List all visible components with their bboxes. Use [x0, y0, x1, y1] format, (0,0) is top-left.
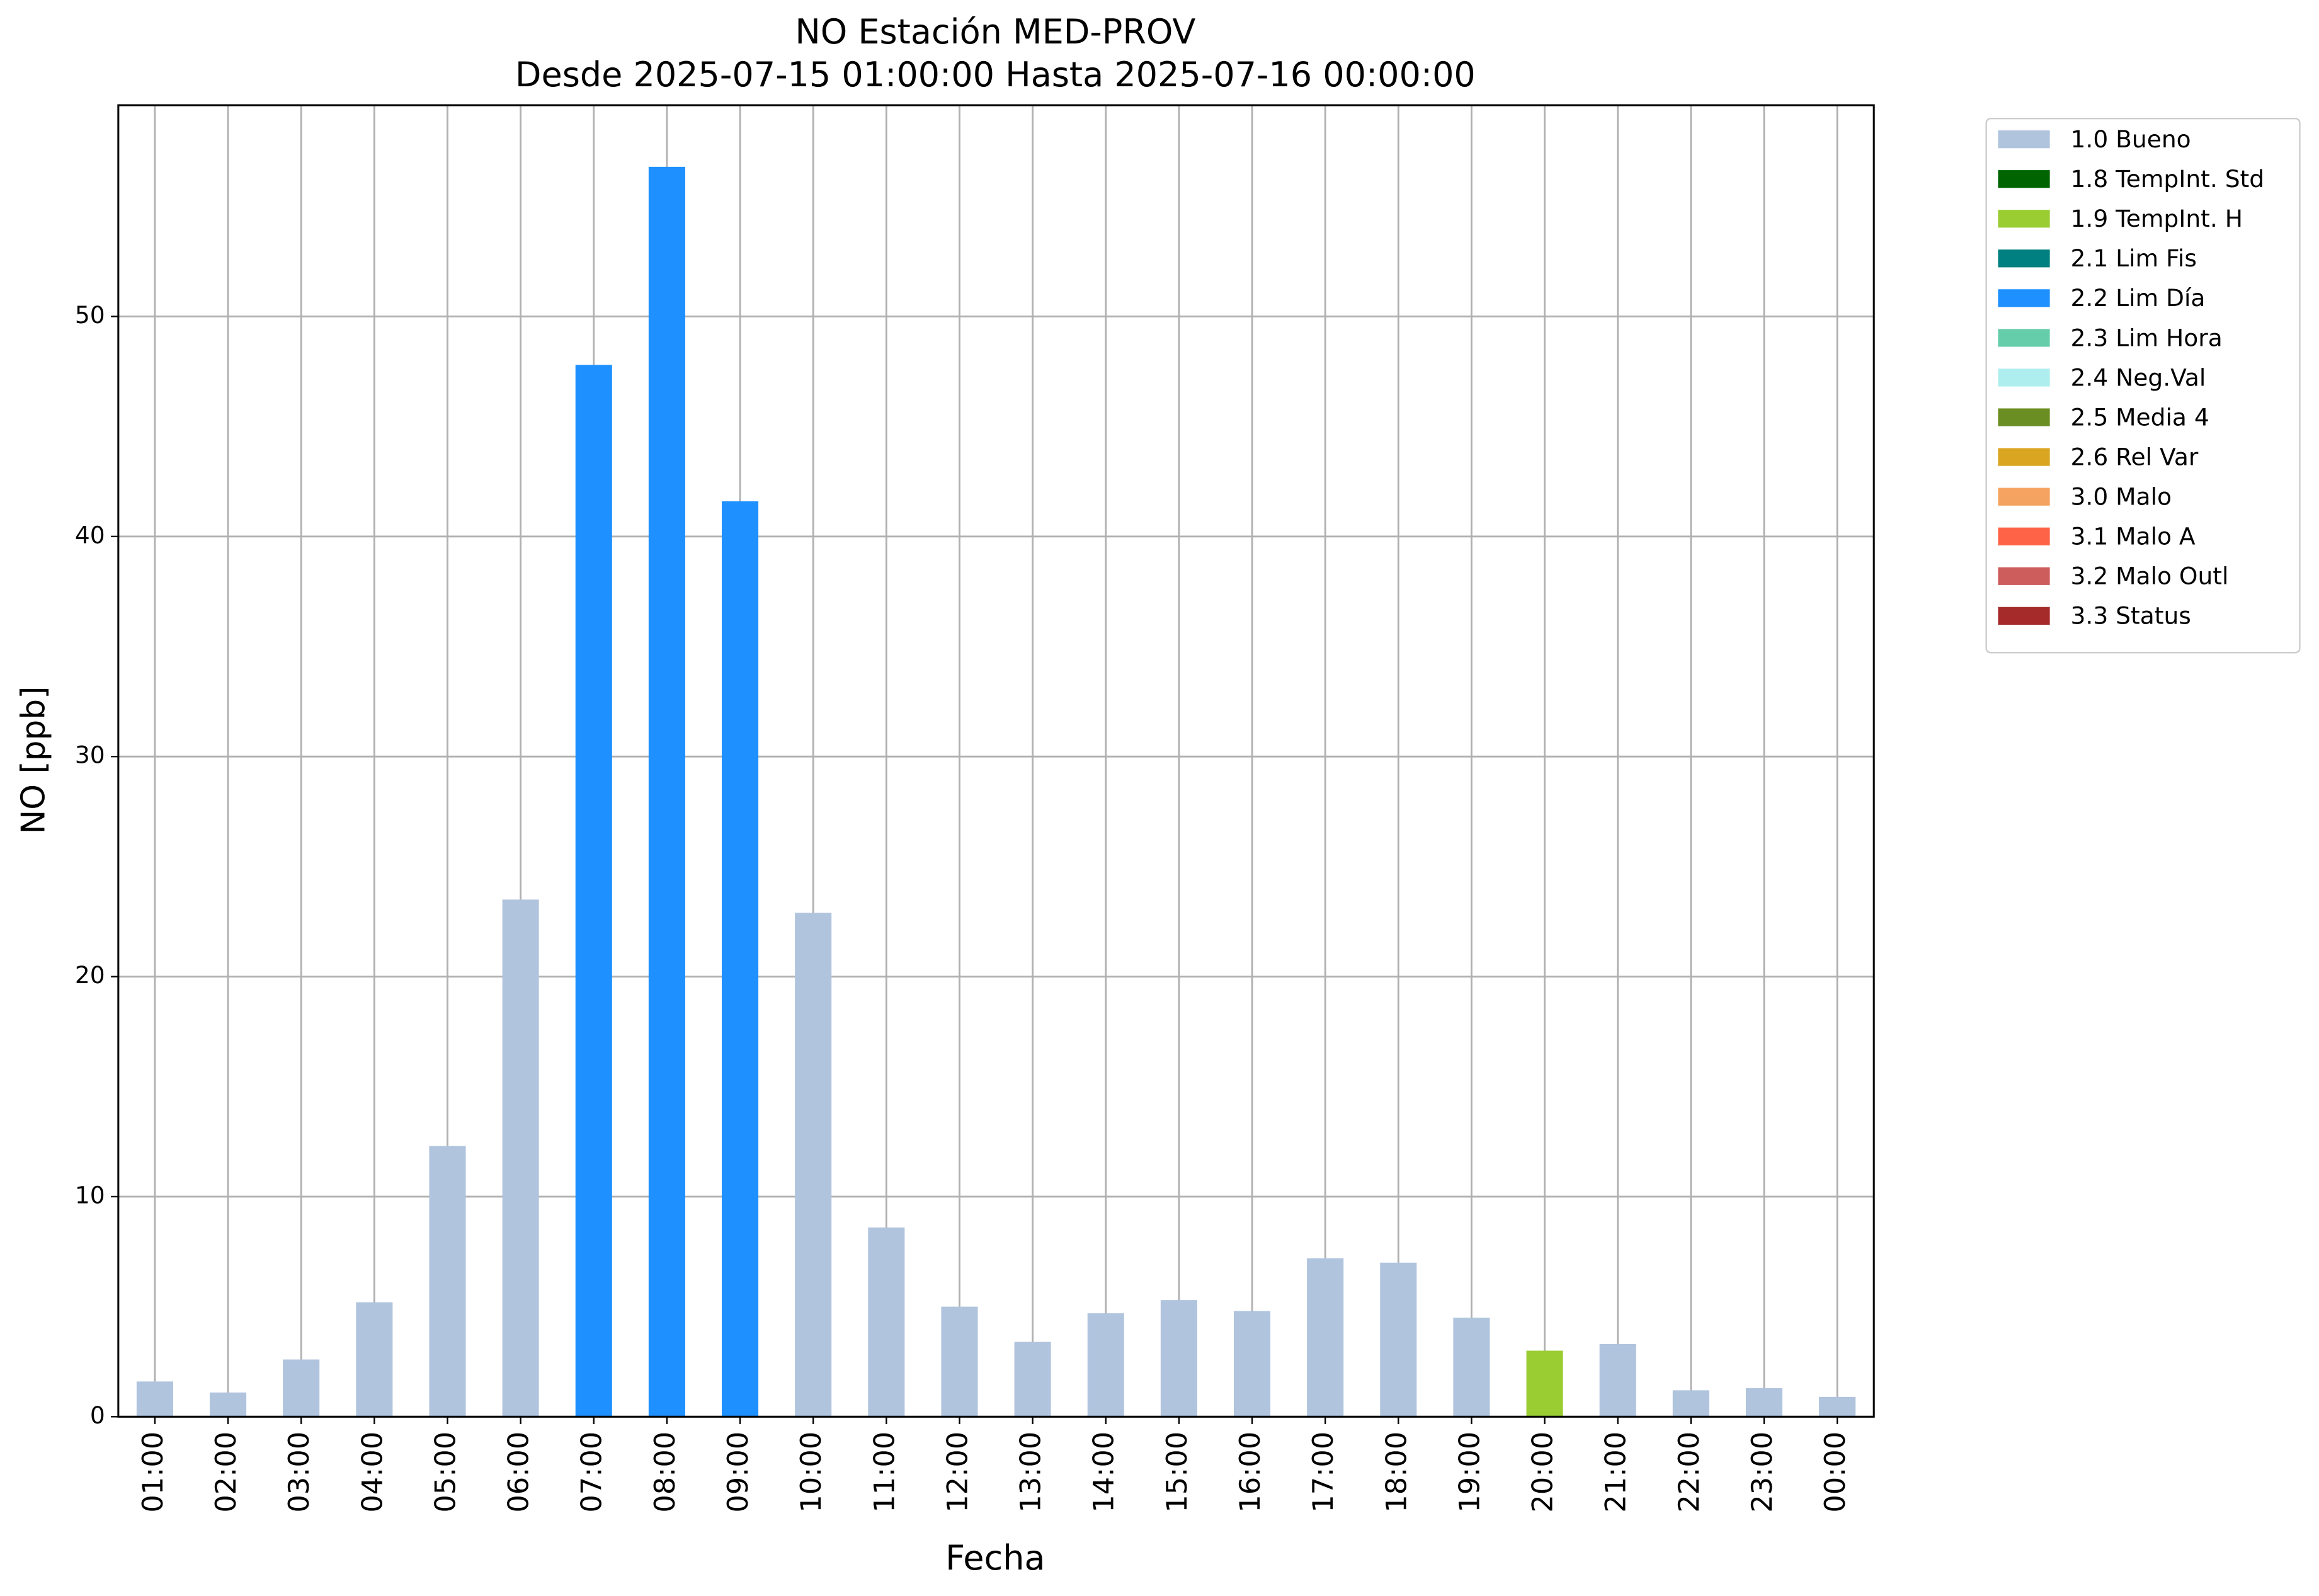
legend-swatch	[1998, 249, 2050, 268]
bar	[795, 913, 832, 1417]
bar	[210, 1392, 247, 1417]
bar	[1380, 1262, 1417, 1417]
legend-label: 2.6 Rel Var	[2071, 443, 2199, 470]
bar	[429, 1146, 466, 1417]
bar	[648, 166, 685, 1417]
x-tick-label: 02:00	[210, 1432, 242, 1513]
legend-label: 1.8 TempInt. Std	[2071, 165, 2265, 193]
bar	[1307, 1258, 1344, 1417]
legend-swatch	[1998, 210, 2050, 228]
bar	[283, 1359, 320, 1417]
x-tick-label: 12:00	[941, 1432, 974, 1513]
x-tick-label: 20:00	[1527, 1432, 1559, 1513]
bar	[356, 1302, 393, 1417]
legend-label: 2.2 Lim Día	[2071, 284, 2206, 312]
legend-swatch	[1998, 607, 2050, 625]
x-tick-label: 14:00	[1088, 1432, 1120, 1513]
legend-label: 2.1 Lim Fis	[2071, 244, 2197, 272]
bar	[1526, 1350, 1563, 1417]
bar	[1160, 1300, 1197, 1417]
bar	[722, 501, 759, 1417]
x-tick-label: 16:00	[1234, 1432, 1267, 1513]
legend-label: 3.3 Status	[2071, 602, 2191, 630]
legend-label: 3.0 Malo	[2071, 482, 2172, 510]
x-tick-label: 19:00	[1453, 1432, 1486, 1513]
x-tick-label: 11:00	[868, 1432, 901, 1513]
x-tick-label: 01:00	[137, 1432, 169, 1513]
x-tick-label: 09:00	[722, 1432, 755, 1513]
legend-swatch	[1998, 368, 2050, 387]
legend-swatch	[1998, 170, 2050, 188]
bar	[1599, 1344, 1636, 1417]
chart-subtitle: Desde 2025-07-15 01:00:00 Hasta 2025-07-…	[515, 55, 1476, 94]
legend-swatch	[1998, 487, 2050, 506]
legend-box	[1985, 118, 2301, 654]
legend-label: 1.9 TempInt. H	[2071, 205, 2243, 232]
bar	[1672, 1390, 1709, 1417]
x-tick-label: 05:00	[430, 1432, 462, 1513]
legend-swatch	[1998, 130, 2050, 149]
x-tick-label: 22:00	[1673, 1432, 1706, 1513]
legend-label: 3.1 Malo A	[2071, 523, 2196, 550]
x-tick-label: 06:00	[503, 1432, 535, 1513]
y-tick-label: 30	[75, 741, 105, 769]
y-tick-label: 0	[90, 1401, 105, 1429]
x-tick-label: 15:00	[1161, 1432, 1194, 1513]
legend-label: 1.0 Bueno	[2071, 125, 2191, 153]
x-tick-label: 10:00	[795, 1432, 828, 1513]
chart-title: NO Estación MED-PROV	[795, 12, 1195, 52]
bar	[1233, 1311, 1271, 1417]
x-tick-label: 03:00	[283, 1432, 316, 1513]
legend-swatch	[1998, 527, 2050, 545]
bar	[136, 1381, 173, 1417]
legend-label: 2.4 Neg.Val	[2071, 363, 2206, 391]
bar	[868, 1227, 905, 1417]
y-tick-label: 50	[75, 301, 105, 329]
legend-swatch	[1998, 289, 2050, 307]
x-tick-label: 13:00	[1015, 1432, 1047, 1513]
legend-swatch	[1998, 567, 2050, 585]
legend-label: 2.5 Media 4	[2071, 403, 2209, 431]
bar	[1014, 1342, 1051, 1417]
bar	[575, 365, 612, 1417]
y-tick-label: 20	[75, 961, 105, 989]
legend-label: 2.3 Lim Hora	[2071, 324, 2223, 351]
y-tick-label: 40	[75, 521, 105, 549]
bar	[1745, 1388, 1783, 1417]
bar	[502, 899, 539, 1417]
legend-swatch	[1998, 329, 2050, 347]
x-axis-label: Fecha	[945, 1538, 1045, 1578]
y-axis-label: NO [ppb]	[14, 687, 52, 835]
x-tick-label: 04:00	[356, 1432, 389, 1513]
x-tick-label: 23:00	[1746, 1432, 1779, 1513]
x-tick-label: 08:00	[649, 1432, 681, 1513]
x-tick-label: 21:00	[1600, 1432, 1632, 1513]
legend-swatch	[1998, 408, 2050, 426]
x-tick-label: 07:00	[576, 1432, 608, 1513]
bar	[1087, 1313, 1124, 1417]
legend-label: 3.2 Malo Outl	[2071, 562, 2229, 590]
plot-frame	[117, 104, 1875, 1418]
x-tick-label: 17:00	[1307, 1432, 1340, 1513]
x-tick-label: 18:00	[1380, 1432, 1413, 1513]
bar	[1453, 1318, 1490, 1417]
y-tick-label: 10	[75, 1181, 105, 1209]
legend-swatch	[1998, 448, 2050, 466]
x-tick-label: 00:00	[1819, 1432, 1852, 1513]
bar	[941, 1306, 978, 1417]
bar	[1819, 1396, 1856, 1417]
